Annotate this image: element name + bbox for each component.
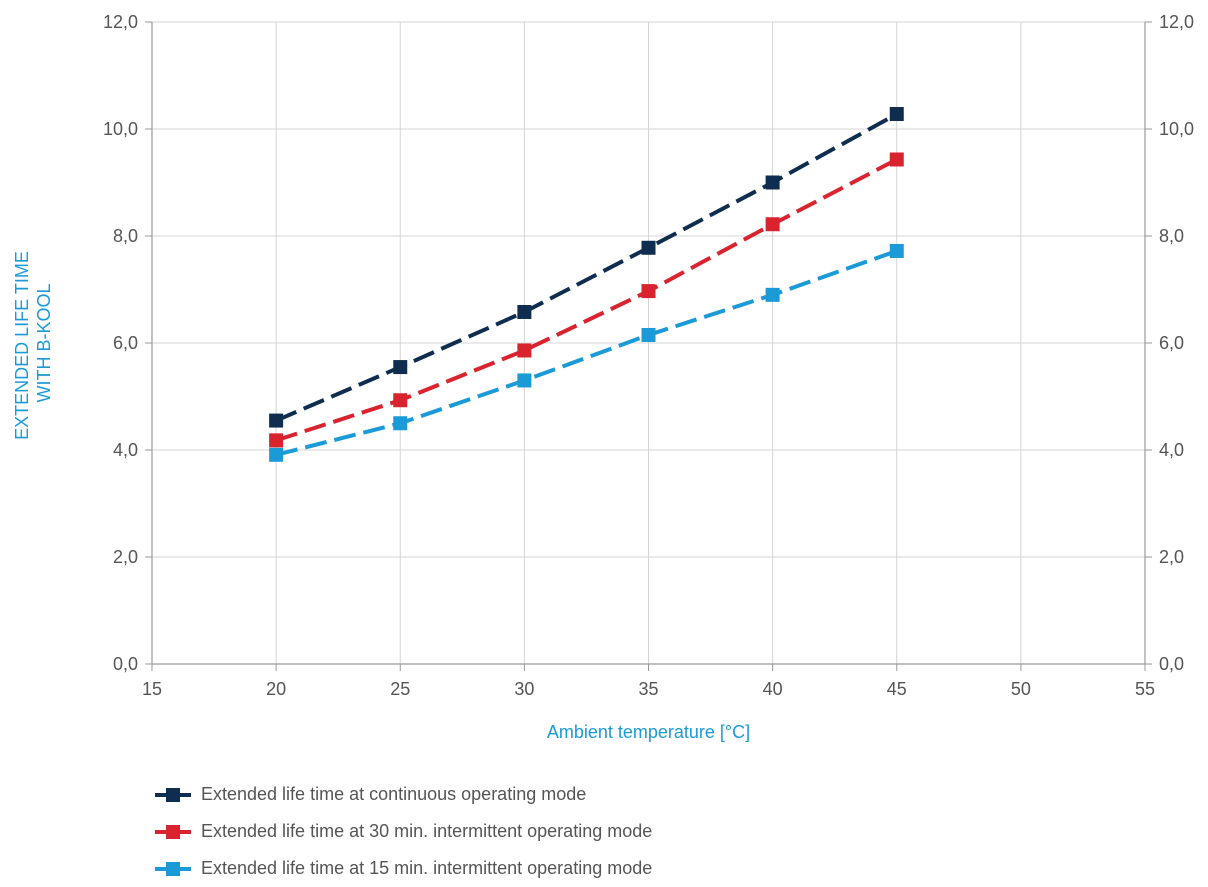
y-right-tick-label: 2,0 <box>1159 547 1184 567</box>
x-axis-title: Ambient temperature [°C] <box>547 722 750 742</box>
x-tick-label: 50 <box>1011 679 1031 699</box>
legend-label: Extended life time at 30 min. intermitte… <box>201 821 653 841</box>
data-point <box>765 287 780 302</box>
data-point <box>517 343 532 358</box>
y-axis-title-line-2: WITH B-KOOL <box>34 283 54 402</box>
data-point <box>517 304 532 319</box>
y-right-tick-label: 8,0 <box>1159 226 1184 246</box>
data-point <box>641 240 656 255</box>
x-tick-label: 15 <box>142 679 162 699</box>
series-line-0 <box>275 112 898 423</box>
data-point <box>889 243 904 258</box>
grid <box>151 21 1146 664</box>
y-axis-title-line-1: EXTENDED LIFE TIME <box>12 251 32 440</box>
data-point <box>393 393 408 408</box>
data-point <box>765 175 780 190</box>
data-point <box>765 217 780 232</box>
y-right-tick-label: 6,0 <box>1159 333 1184 353</box>
x-tick-label: 40 <box>763 679 783 699</box>
data-point <box>269 413 284 428</box>
y-right-tick-label: 12,0 <box>1159 12 1194 32</box>
data-point <box>393 416 408 431</box>
data-point <box>641 327 656 342</box>
y-axis-title: EXTENDED LIFE TIME WITH B-KOOL <box>12 246 54 440</box>
legend-item-15min: Extended life time at 15 min. intermitte… <box>155 850 652 887</box>
legend-marker-15min <box>155 861 191 876</box>
series-line-2 <box>275 249 898 457</box>
legend-label: Extended life time at 15 min. intermitte… <box>201 858 653 878</box>
legend-item-30min: Extended life time at 30 min. intermitte… <box>155 813 652 850</box>
data-point <box>641 284 656 299</box>
y-tick-label: 8,0 <box>113 226 138 246</box>
y-tick-label: 10,0 <box>103 119 138 139</box>
y-right-tick-label: 10,0 <box>1159 119 1194 139</box>
y-tick-label: 0,0 <box>113 654 138 674</box>
line-chart: 15 20 25 30 35 40 45 50 550,0 0,02,0 2,04,0 4,06,0 6… <box>12 12 1194 742</box>
y-tick-label: 2,0 <box>113 547 138 567</box>
x-tick-label: 25 <box>390 679 410 699</box>
legend-label: Extended life time at continuous operati… <box>201 784 587 804</box>
legend-marker-continuous <box>155 787 191 802</box>
legend-marker-30min <box>155 824 191 839</box>
data-point <box>889 107 904 122</box>
y-right-tick-label: 4,0 <box>1159 440 1184 460</box>
y-tick-label: 4,0 <box>113 440 138 460</box>
data-point <box>393 360 408 375</box>
x-tick-label: 55 <box>1135 679 1155 699</box>
x-tick-label: 35 <box>638 679 658 699</box>
series <box>269 107 904 462</box>
x-tick-label: 30 <box>514 679 534 699</box>
axes: 15 20 25 30 35 40 45 50 550,0 0,02,0 2,04,0 4,06,0 6… <box>103 12 1194 699</box>
data-point <box>517 373 532 388</box>
y-tick-label: 12,0 <box>103 12 138 32</box>
data-point <box>889 152 904 167</box>
y-tick-label: 6,0 <box>113 333 138 353</box>
legend-item-continuous: Extended life time at continuous operati… <box>155 776 652 813</box>
series-line-1 <box>275 157 898 443</box>
x-tick-label: 20 <box>266 679 286 699</box>
data-point <box>269 447 284 462</box>
legend: Extended life time at continuous operati… <box>155 776 652 887</box>
x-tick-label: 45 <box>887 679 907 699</box>
y-right-tick-label: 0,0 <box>1159 654 1184 674</box>
data-point <box>269 433 284 448</box>
